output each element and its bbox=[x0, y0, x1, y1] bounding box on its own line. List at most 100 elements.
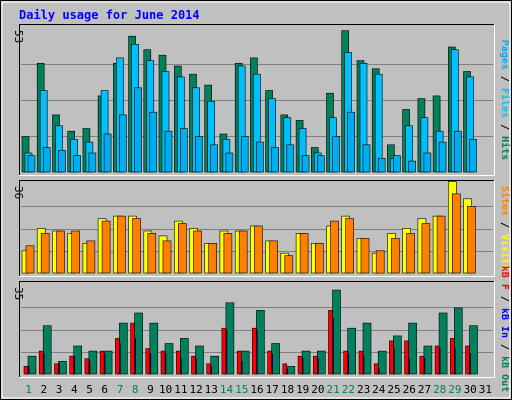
bar bbox=[451, 193, 461, 274]
legend-item-0: Sites bbox=[499, 186, 511, 216]
bar bbox=[101, 220, 111, 274]
y-max-label: 53 bbox=[12, 30, 25, 43]
x-tick-label: 24 bbox=[372, 383, 386, 396]
bar bbox=[54, 363, 59, 375]
bar bbox=[297, 355, 303, 375]
x-tick-label: 31 bbox=[479, 383, 492, 396]
bar bbox=[362, 144, 371, 173]
bar bbox=[40, 233, 50, 274]
bar bbox=[312, 355, 318, 375]
bar bbox=[436, 215, 446, 274]
x-tick-label: 22 bbox=[342, 383, 355, 396]
bar bbox=[391, 238, 400, 274]
bar bbox=[23, 366, 29, 375]
bar bbox=[162, 240, 172, 274]
legend-item-4: Hits bbox=[499, 136, 511, 160]
legend-item-1: / bbox=[499, 290, 510, 308]
bar bbox=[408, 160, 416, 173]
bar bbox=[119, 114, 127, 173]
x-tick-label: 25 bbox=[387, 383, 400, 396]
legend-item-2: Visits bbox=[499, 234, 511, 270]
bar bbox=[269, 240, 278, 274]
series-pages bbox=[27, 87, 477, 173]
bar bbox=[223, 233, 233, 274]
bar bbox=[238, 230, 248, 274]
bar bbox=[132, 218, 141, 274]
bar bbox=[180, 128, 188, 173]
y-max-label: 36 bbox=[12, 186, 25, 199]
bar bbox=[373, 363, 379, 375]
bar bbox=[377, 350, 387, 375]
bar bbox=[69, 355, 74, 375]
series-sites bbox=[25, 193, 476, 274]
legend: Pages / Files / Hits bbox=[499, 40, 511, 160]
bar bbox=[178, 223, 187, 274]
legend-item-1: / bbox=[499, 70, 510, 88]
y-max-label: 35 bbox=[12, 287, 25, 300]
x-tick-label: 14 bbox=[220, 383, 234, 396]
panel-visits-sites: 36 Sites / Visits bbox=[12, 180, 511, 277]
bar bbox=[38, 350, 44, 375]
bar bbox=[191, 355, 196, 375]
chart-panels: 53 Pages / Files / Hits 36 Sites / Visits 35… bbox=[12, 24, 511, 392]
bar bbox=[56, 230, 65, 274]
bar bbox=[404, 340, 409, 375]
x-tick-label: 6 bbox=[101, 383, 108, 396]
bar bbox=[469, 139, 477, 173]
bar bbox=[316, 155, 325, 173]
x-tick-label: 13 bbox=[205, 383, 218, 396]
bar bbox=[176, 350, 181, 375]
chart-title: Daily usage for June 2014 bbox=[19, 8, 200, 22]
bar bbox=[314, 243, 324, 274]
bar bbox=[71, 230, 80, 274]
bar bbox=[27, 155, 36, 173]
legend-item-2: kB In bbox=[499, 308, 510, 338]
bar bbox=[160, 350, 166, 375]
bar bbox=[374, 73, 383, 173]
bar bbox=[267, 350, 272, 375]
x-tick-label: 3 bbox=[56, 383, 63, 396]
bar bbox=[271, 147, 279, 173]
bar bbox=[193, 230, 202, 274]
bar bbox=[332, 136, 340, 173]
bar bbox=[299, 233, 309, 274]
x-tick-label: 10 bbox=[159, 383, 172, 396]
bar bbox=[86, 240, 96, 274]
bar bbox=[375, 250, 385, 274]
bar bbox=[328, 310, 333, 375]
x-tick-label: 2 bbox=[40, 383, 47, 396]
bar bbox=[27, 355, 37, 375]
legend-item-0: Pages bbox=[499, 40, 510, 70]
x-tick-label: 23 bbox=[357, 383, 370, 396]
bar bbox=[362, 322, 372, 375]
bar bbox=[377, 158, 386, 173]
bar bbox=[389, 340, 394, 375]
bar bbox=[103, 133, 112, 173]
series-kb-out bbox=[27, 289, 478, 375]
x-tick-label: 26 bbox=[403, 383, 416, 396]
bar bbox=[147, 233, 157, 274]
x-tick-label: 27 bbox=[418, 383, 431, 396]
panel-kb: 35 kB F / kB In / kB Out bbox=[12, 266, 510, 392]
bar bbox=[406, 233, 415, 274]
x-tick-label: 20 bbox=[311, 383, 324, 396]
bar bbox=[282, 363, 288, 375]
x-tick-label: 18 bbox=[281, 383, 294, 396]
legend-item-3: / bbox=[499, 118, 510, 136]
bar bbox=[221, 327, 227, 375]
bar bbox=[347, 111, 356, 173]
bar bbox=[130, 322, 135, 375]
bar bbox=[99, 350, 105, 375]
x-tick-label: 12 bbox=[189, 383, 202, 396]
bar bbox=[421, 223, 431, 274]
bar bbox=[286, 144, 295, 173]
x-axis-labels: 1 2 3 4 5 6 7 8 9 10 11 12 13 14 15 16 17 18 19 20 21 22 23 24 2… bbox=[25, 383, 492, 396]
legend-item-0: kB F bbox=[499, 266, 510, 290]
bar bbox=[149, 111, 158, 173]
x-tick-label: 1 bbox=[25, 383, 32, 396]
bar bbox=[195, 136, 203, 173]
panel-hits-files-pages: 53 Pages / Files / Hits bbox=[12, 24, 511, 176]
bar bbox=[330, 220, 339, 274]
